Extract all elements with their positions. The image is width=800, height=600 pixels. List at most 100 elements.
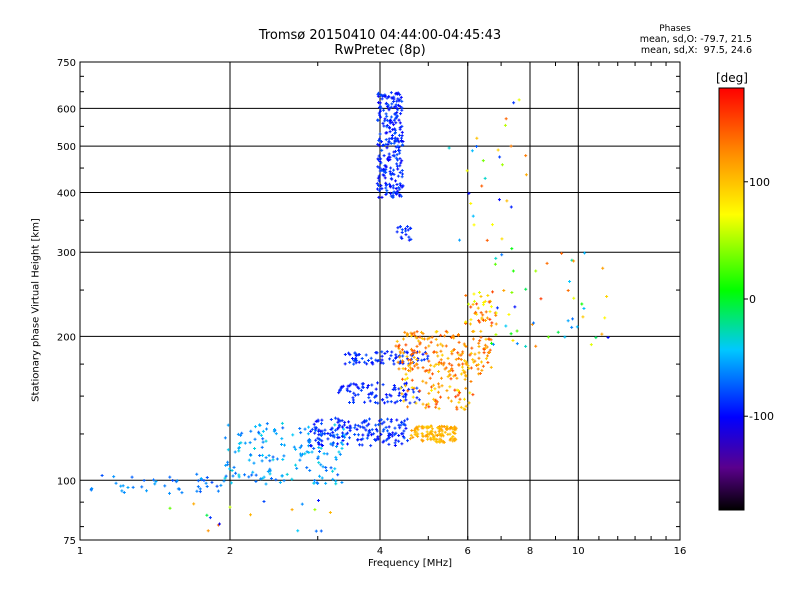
data-point [120,489,124,493]
data-point [236,432,240,436]
data-point [425,369,429,373]
data-point [180,491,184,495]
data-point [427,344,431,348]
data-point [418,335,422,339]
data-point [438,429,442,433]
data-point [331,443,335,447]
data-point [234,471,238,475]
data-point [377,174,381,178]
data-point [374,427,378,431]
x-tick-label: 2 [227,546,233,557]
data-point [421,366,425,370]
data-point [397,434,401,438]
data-point [504,324,508,328]
data-point [408,437,412,441]
data-point [427,370,431,374]
data-point [400,106,404,110]
data-point [394,344,398,348]
data-point [534,269,538,273]
data-point [353,423,357,427]
data-point [360,356,364,360]
data-point [307,440,311,444]
data-point [331,477,335,481]
data-point [294,463,298,467]
data-point [388,184,392,188]
data-point [326,437,330,441]
data-point [394,112,398,116]
data-point [484,357,488,361]
data-point [412,386,416,390]
data-point [393,426,397,430]
data-point [349,426,353,430]
data-point [308,438,312,442]
data-point [365,424,369,428]
data-point [338,388,342,392]
data-point [575,325,579,329]
y-tick-label: 750 [57,58,76,69]
data-point [340,434,344,438]
data-point [395,183,399,187]
data-point [476,363,480,367]
data-point [458,397,462,401]
data-point [374,394,378,398]
data-point [446,356,450,360]
data-point [394,156,398,160]
data-point [494,322,498,326]
data-point [404,426,408,430]
data-point [324,468,328,472]
data-point [317,449,321,453]
data-point [384,112,388,116]
data-point [384,165,388,169]
data-point [524,173,528,177]
data-point [163,484,167,488]
data-point [329,418,333,422]
data-point [524,287,528,291]
data-point [364,353,368,357]
data-point [469,201,473,205]
data-point [397,185,401,189]
data-point [274,478,278,482]
data-point [367,422,371,426]
data-point [126,486,130,490]
data-point [432,350,436,354]
data-point [469,379,473,383]
data-point [471,214,475,218]
data-point [195,472,199,476]
data-point [433,430,437,434]
data-point [435,433,439,437]
data-point [454,395,458,399]
data-point [317,461,321,465]
data-point [606,336,610,340]
x-tick-label: 1 [77,546,83,557]
data-point [483,318,487,322]
data-point [384,425,388,429]
data-point [489,338,493,342]
data-point [345,425,349,429]
data-point [497,198,501,202]
data-point [477,341,481,345]
data-point [336,442,340,446]
data-point [406,228,410,232]
data-point [310,427,314,431]
data-point [389,166,393,170]
data-point [317,445,321,449]
data-point [365,386,369,390]
data-point [394,145,398,149]
data-point [570,325,574,329]
data-point [375,351,379,355]
data-point [312,481,316,485]
data-point [219,483,223,487]
data-point [475,136,479,140]
data-point [488,348,492,352]
data-point [366,358,370,362]
data-point [449,399,453,403]
data-point [429,436,433,440]
data-point [379,418,383,422]
data-point [451,369,455,373]
data-point [439,395,443,399]
data-point [142,479,146,483]
data-point [449,425,453,429]
data-point [353,432,357,436]
data-point [515,329,519,333]
data-point [223,476,227,480]
